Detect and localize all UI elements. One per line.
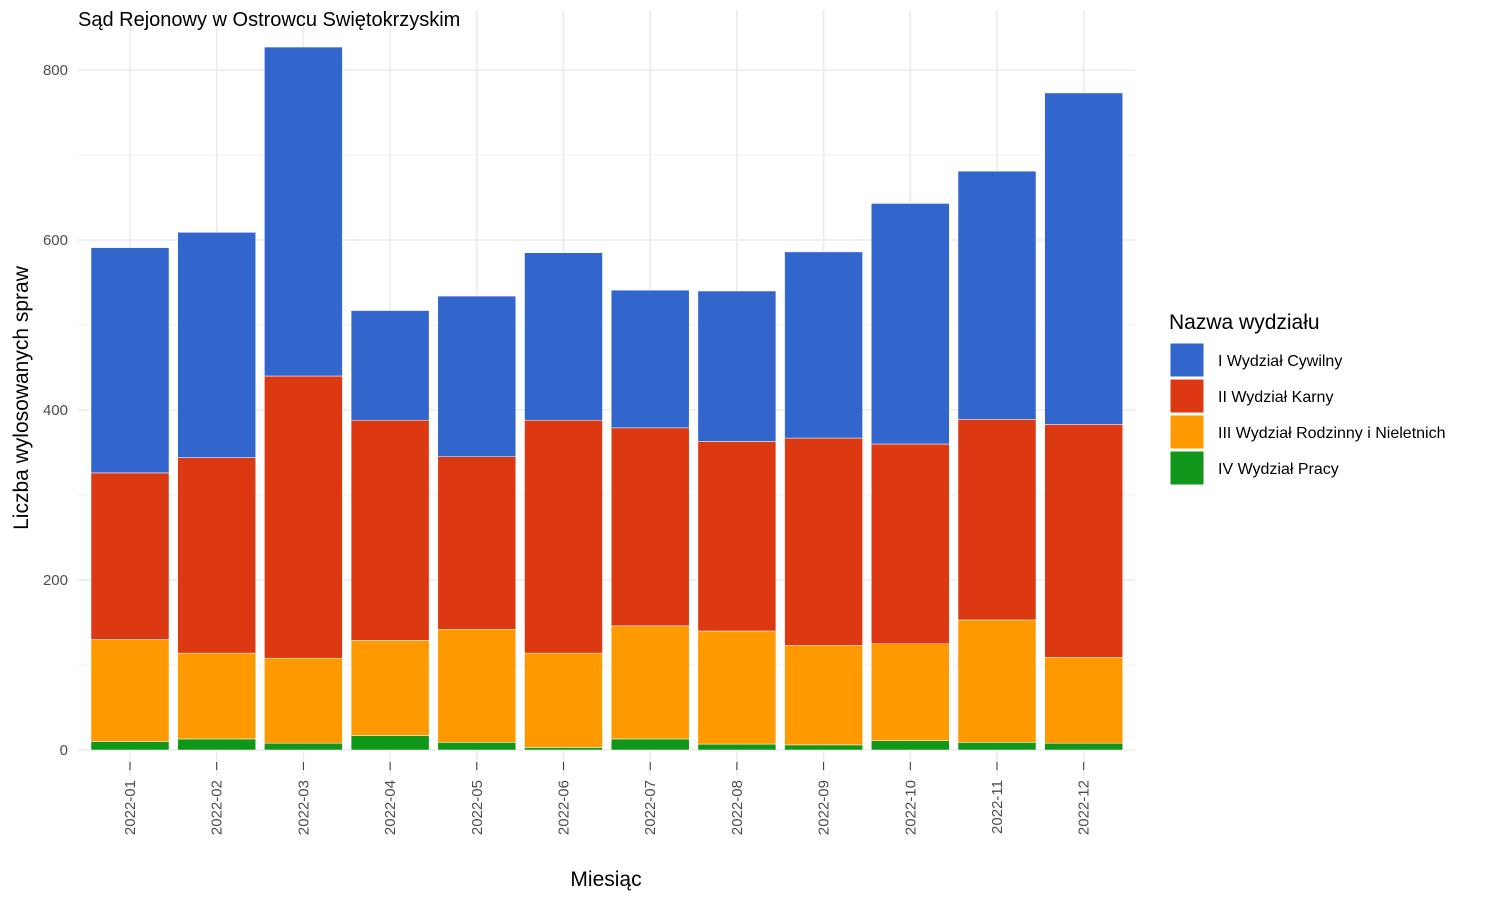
x-tick-label: 2022-10 (902, 780, 919, 835)
bar-segment (784, 645, 863, 746)
bar-segment (610, 427, 690, 627)
x-tick-label: 2022-01 (122, 780, 139, 835)
bar-segment (350, 419, 430, 641)
bar-segment (957, 419, 1037, 621)
bar-segment (610, 738, 690, 751)
y-axis-title: Liczba wylosowanych spraw (10, 265, 33, 530)
bar-segment (957, 742, 1037, 751)
bar-segment (90, 472, 170, 640)
bar-segment (524, 652, 603, 748)
bar-segment (610, 289, 690, 429)
bar-segment (1044, 657, 1123, 744)
bar-segment (697, 630, 777, 745)
bar-segment (90, 247, 170, 474)
bar-segment (264, 46, 343, 377)
bar-segment (957, 619, 1037, 743)
legend-swatch (1169, 450, 1205, 486)
bar-segment (524, 419, 603, 654)
x-tick-label: 2022-12 (1076, 780, 1093, 835)
legend-swatch (1169, 342, 1205, 378)
bar-segment (437, 456, 517, 630)
x-tick-label: 2022-08 (729, 780, 746, 835)
bar-segment (697, 290, 777, 442)
y-tick-label: 800 (43, 62, 68, 79)
bar-segment (1044, 424, 1123, 658)
bar-segment (697, 441, 777, 632)
legend-label: III Wydział Rodzinny i Nieletnich (1218, 425, 1446, 442)
x-tick-label: 2022-09 (816, 780, 833, 835)
bar-segment (437, 629, 517, 743)
legend-swatch (1169, 378, 1205, 414)
x-tick-label: 2022-02 (209, 780, 226, 835)
y-axis-ticks: 0 200 400 600 800 (43, 62, 68, 759)
x-axis-ticks: 2022-01 2022-02 2022-03 2022-04 2022-05 2022-… (122, 762, 1093, 835)
bar-segment (264, 375, 343, 659)
bar-segment (957, 170, 1037, 420)
bars (90, 46, 1123, 751)
bar-segment (524, 252, 603, 421)
legend-swatch (1169, 414, 1205, 450)
bar-segment (350, 735, 430, 751)
legend-label: IV Wydział Pracy (1218, 461, 1339, 478)
legend-label: I Wydział Cywilny (1218, 353, 1342, 370)
x-tick-label: 2022-11 (989, 780, 1006, 834)
bar-segment (871, 643, 950, 741)
y-tick-label: 400 (43, 402, 68, 419)
bar-segment (697, 743, 777, 751)
bar-segment (871, 443, 950, 644)
bar-segment (524, 747, 603, 751)
bar-segment (1044, 742, 1123, 751)
bar-segment (871, 740, 950, 751)
legend: Nazwa wydziału I Wydział Cywilny II Wydzi… (1169, 311, 1446, 486)
y-tick-label: 200 (43, 572, 68, 589)
bar-segment (177, 232, 256, 458)
bar-segment (437, 742, 517, 751)
legend-label: II Wydział Karny (1218, 389, 1333, 406)
y-tick-label: 600 (43, 232, 68, 249)
bar-segment (177, 738, 256, 751)
bar-segment (437, 295, 517, 457)
bar-segment (1044, 92, 1123, 425)
bar-segment (784, 437, 863, 646)
x-tick-label: 2022-05 (469, 780, 486, 835)
bar-segment (784, 744, 863, 751)
bar-segment (350, 310, 430, 421)
bar-segment (350, 640, 430, 736)
x-tick-label: 2022-07 (642, 780, 659, 835)
chart-title: Sąd Rejonowy w Ostrowcu Swiętokrzyskim (78, 9, 460, 31)
x-axis-title: Miesiąc (570, 868, 641, 891)
x-tick-label: 2022-04 (382, 780, 399, 835)
bar-segment (784, 251, 863, 439)
x-tick-label: 2022-03 (295, 780, 312, 835)
y-tick-label: 0 (60, 742, 68, 759)
bar-segment (610, 625, 690, 740)
legend-title: Nazwa wydziału (1169, 311, 1320, 334)
bar-segment (871, 203, 950, 445)
bar-segment (264, 742, 343, 751)
bar-segment (90, 639, 170, 742)
bar-segment (177, 457, 256, 654)
x-tick-label: 2022-06 (556, 780, 573, 835)
bar-segment (177, 652, 256, 740)
bar-segment (264, 657, 343, 744)
bar-segment (90, 741, 170, 751)
